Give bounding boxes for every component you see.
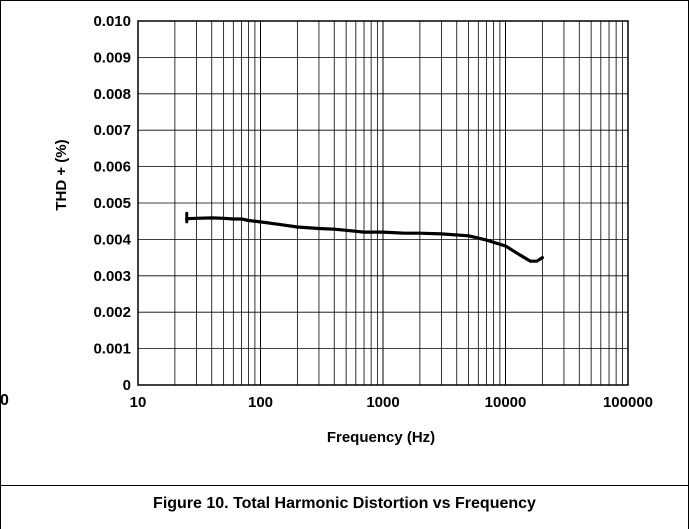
y-tick-label: 0.005 (93, 195, 131, 212)
x-tick-label: 10000 (485, 394, 527, 411)
edge-text-fragment: 0 (0, 392, 9, 409)
thd-series-line (185, 216, 545, 263)
x-tick-label: 100 (248, 394, 273, 411)
x-axis-label: Frequency (Hz) (327, 429, 435, 446)
y-tick-label: 0 (123, 377, 131, 394)
y-tick-label: 0.009 (93, 49, 131, 66)
x-tick-label: 10 (130, 394, 147, 411)
series-group (185, 211, 545, 263)
y-tick-label: 0.008 (93, 86, 131, 103)
figure-caption: Figure 10. Total Harmonic Distortion vs … (153, 495, 536, 512)
y-tick-label: 0.007 (93, 122, 131, 139)
y-axis-label: THD + (%) (53, 139, 70, 210)
y-tick-labels: 0 0.001 0.002 0.003 0.004 0.005 0.006 0.007 0.00… (93, 13, 131, 394)
y-tick-label: 0.003 (93, 268, 131, 285)
y-tick-label: 0.006 (93, 159, 131, 176)
x-tick-labels: 10 100 1000 10000 100000 (130, 394, 653, 411)
plot-area-border (137, 20, 629, 386)
y-tick-label: 0.001 (93, 341, 131, 358)
x-tick-label: 100000 (603, 394, 653, 411)
y-tick-label: 0.002 (93, 304, 131, 321)
x-tick-label: 1000 (366, 394, 399, 411)
y-tick-label: 0.010 (93, 13, 131, 30)
grid (138, 21, 628, 385)
y-tick-label: 0.004 (93, 231, 131, 248)
